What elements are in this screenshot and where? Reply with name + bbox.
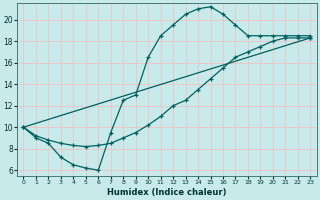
X-axis label: Humidex (Indice chaleur): Humidex (Indice chaleur) — [107, 188, 227, 197]
